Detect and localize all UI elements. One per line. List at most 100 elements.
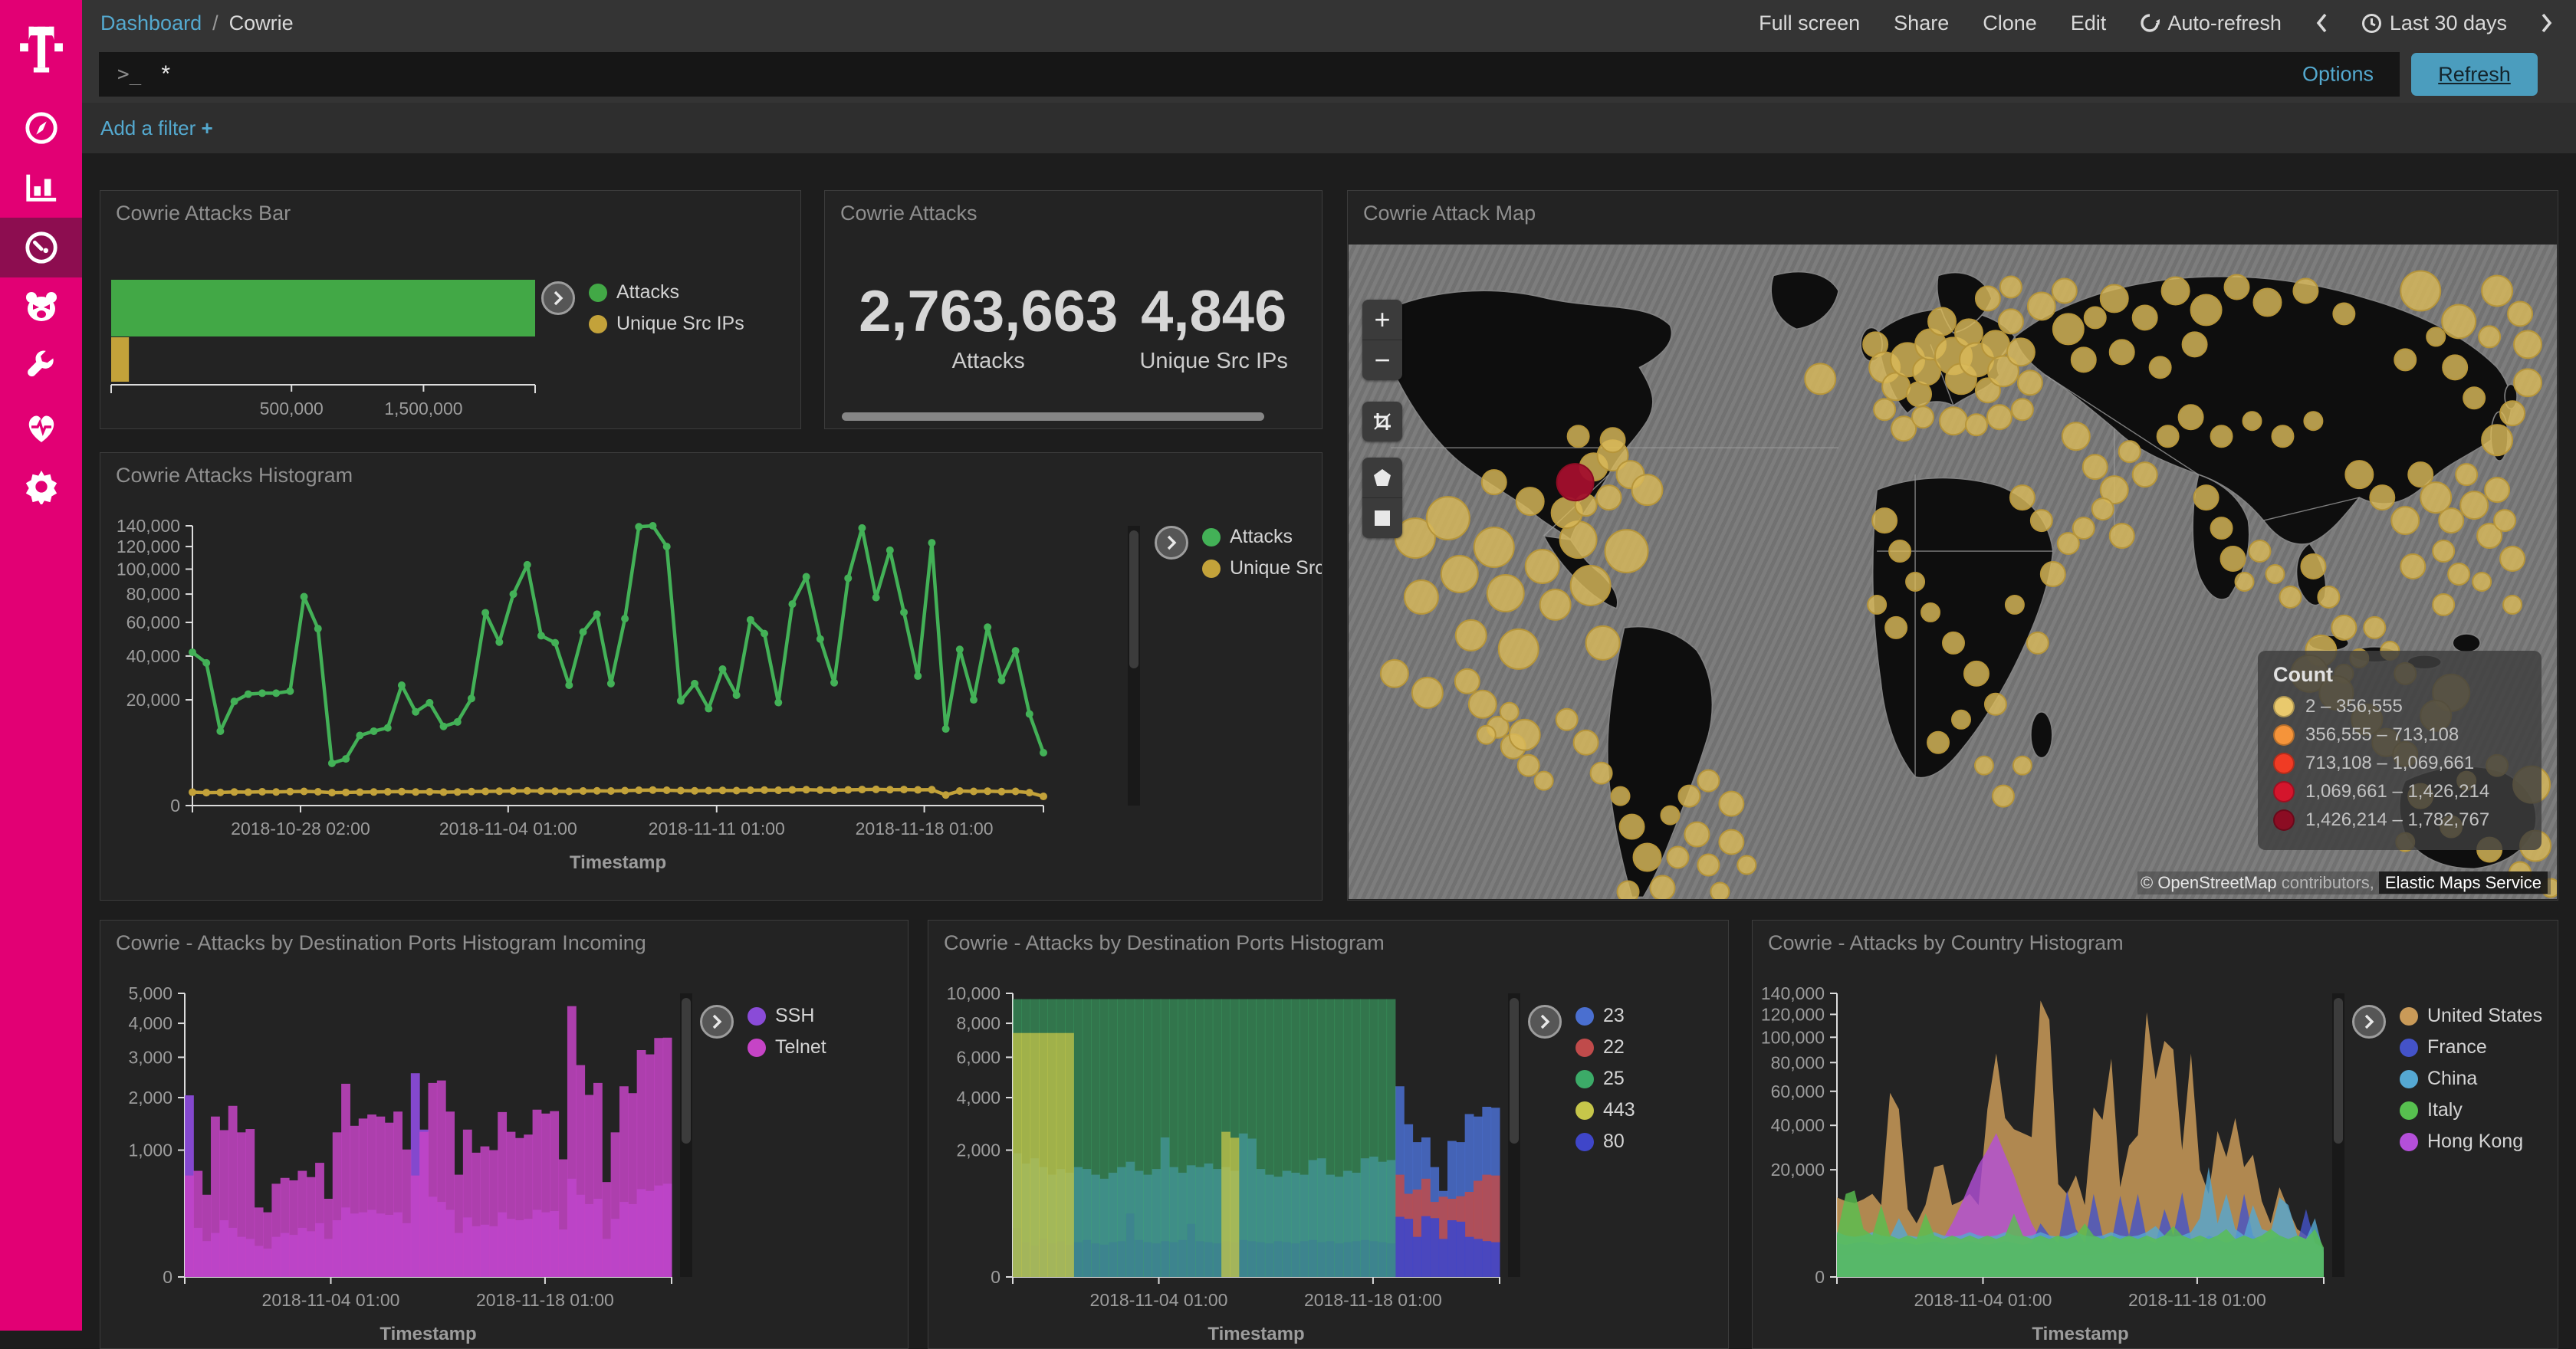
map-bubble[interactable] [2513, 368, 2543, 398]
map-bubble[interactable] [2390, 506, 2420, 536]
map-bubble[interactable] [1440, 555, 1479, 593]
map-bubble[interactable] [1649, 875, 1676, 899]
tmobile-logo[interactable] [0, 0, 82, 98]
map-bubble[interactable] [2220, 546, 2246, 573]
map-bubble[interactable] [2026, 631, 2049, 655]
map-bubble[interactable] [1467, 689, 1497, 719]
map-bubble[interactable] [2039, 561, 2066, 587]
map-bubble[interactable] [1986, 404, 2013, 431]
map-bubble[interactable] [2300, 553, 2327, 579]
map-bubble[interactable] [2051, 277, 2078, 304]
map-bubble[interactable] [2499, 546, 2526, 573]
map-bubble[interactable] [1964, 413, 1988, 437]
map-bubble[interactable] [2148, 356, 2172, 379]
map-bubble[interactable] [1454, 668, 1480, 694]
legend-item[interactable]: Unique Src IPs [589, 313, 744, 335]
legend-item[interactable]: 80 [1576, 1131, 1635, 1153]
legend-toggle-chevron[interactable] [2352, 1005, 2386, 1039]
map-bubble[interactable] [2160, 276, 2190, 306]
legend-item[interactable]: United States [2400, 1005, 2542, 1027]
map-bubble[interactable] [2193, 484, 2220, 511]
map-bubble[interactable] [1888, 540, 1912, 563]
ports-incoming-chart[interactable]: 0 1,000 2,000 3,000 4,000 5,000 2018-11-04 01:… [100, 921, 908, 1348]
map-bubble-red[interactable] [1556, 463, 1595, 502]
map-bubble[interactable] [2493, 509, 2517, 533]
map-bubble[interactable] [2006, 337, 2036, 367]
map-bubble[interactable] [2484, 477, 2511, 504]
map-bubble[interactable] [1697, 853, 1720, 877]
fit-bounds-button[interactable] [1362, 402, 1402, 441]
map-bubble[interactable] [1425, 496, 1470, 541]
map-bubble[interactable] [1473, 527, 1515, 569]
map-bubble[interactable] [1911, 405, 1935, 429]
map-bubble[interactable] [1884, 615, 1908, 639]
map-bubble[interactable] [1710, 881, 1730, 899]
map-bubble[interactable] [1718, 829, 1745, 855]
map-bubble[interactable] [2082, 454, 2108, 481]
map-bubble[interactable] [1718, 790, 1745, 817]
map-bubble[interactable] [2242, 411, 2262, 432]
map-bubble[interactable] [1599, 427, 1626, 454]
map-bubble[interactable] [1804, 363, 1837, 396]
map-bubble[interactable] [2441, 304, 2477, 340]
map-bubble[interactable] [1973, 755, 1994, 776]
attacks-histogram-chart[interactable]: 0 20,000 40,000 60,000 80,000 100,000 120,0001… [100, 453, 1322, 900]
legend-toggle-chevron[interactable] [700, 1005, 734, 1039]
map-bubble[interactable] [2061, 422, 2091, 451]
map-bubble[interactable] [1566, 425, 1590, 448]
map-bubble[interactable] [1660, 805, 1681, 825]
map-bubble[interactable] [2363, 615, 2387, 639]
map-bubble[interactable] [1905, 572, 1926, 592]
map-bubble[interactable] [1999, 275, 2022, 299]
legend-toggle-chevron[interactable] [541, 281, 575, 315]
map-bubble[interactable] [2447, 563, 2471, 586]
legend-toggle-chevron[interactable] [1528, 1005, 1562, 1039]
map-bubble[interactable] [2303, 411, 2324, 432]
map-bubble[interactable] [2407, 461, 2434, 488]
map-bubble[interactable] [2091, 497, 2114, 521]
map-bubble[interactable] [2265, 564, 2285, 584]
map-bubble[interactable] [1480, 469, 1507, 496]
map-bubble[interactable] [2099, 475, 2129, 505]
map-bubble[interactable] [2210, 517, 2233, 540]
map-bubble[interactable] [2507, 300, 2534, 327]
map-bubble[interactable] [2009, 484, 2036, 511]
attacks-bar-chart[interactable]: 500,000 1,500,000 [100, 191, 800, 428]
zoom-in-button[interactable]: + [1362, 300, 1402, 340]
map-bubble[interactable] [2177, 404, 2204, 431]
map-bubble[interactable] [1684, 821, 1710, 848]
map-bubble[interactable] [2394, 348, 2417, 372]
map-bubble[interactable] [2131, 304, 2158, 331]
map-bubble[interactable] [1403, 579, 1439, 615]
map-bubble[interactable] [1569, 565, 1612, 606]
map-bubble[interactable] [2156, 425, 2180, 448]
map-bubble[interactable] [2279, 585, 2302, 609]
map-bubble[interactable] [1616, 880, 1640, 899]
map-bubble[interactable] [1572, 729, 1599, 756]
map-bubble[interactable] [1942, 631, 1965, 655]
map-bubble[interactable] [2234, 572, 2255, 592]
legend-item[interactable]: Hong Kong [2400, 1131, 2542, 1153]
zoom-out-button[interactable]: − [1374, 344, 1391, 376]
map-bubble[interactable] [1524, 549, 1560, 584]
time-back-button[interactable] [2315, 12, 2328, 34]
map-bubble[interactable] [2332, 302, 2356, 326]
map-bubble[interactable] [2056, 532, 2080, 556]
legend-item[interactable]: Unique Src IPs [1202, 557, 1322, 579]
map-bubble[interactable] [2083, 306, 2107, 330]
polygon-tool-button[interactable] [1362, 458, 1402, 498]
map-bubble[interactable] [2513, 330, 2543, 359]
map-bubble[interactable] [2317, 585, 2341, 609]
map-bubble[interactable] [2476, 523, 2503, 550]
map-bubble[interactable] [1516, 753, 1540, 777]
map-bubble[interactable] [2118, 440, 2141, 464]
legend-toggle-chevron[interactable] [1155, 526, 1188, 560]
map-bubble[interactable] [2181, 331, 2208, 358]
map-bubble[interactable] [1737, 855, 1757, 875]
edit-button[interactable]: Edit [2070, 11, 2107, 34]
map-bubble[interactable] [2426, 327, 2446, 347]
map-bubble[interactable] [1394, 517, 1436, 560]
map-bubble[interactable] [1963, 660, 1990, 687]
map-bubble[interactable] [2248, 540, 2272, 563]
map-bubble[interactable] [1632, 842, 1662, 872]
